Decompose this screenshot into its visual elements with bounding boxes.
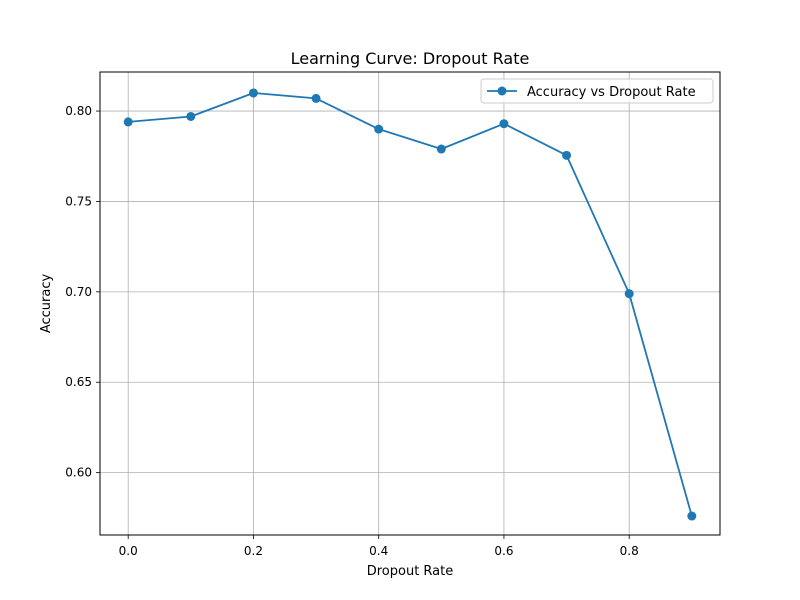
- x-tick-label: 0.8: [620, 544, 639, 558]
- y-tick-label: 0.70: [65, 285, 92, 299]
- legend: Accuracy vs Dropout Rate: [480, 78, 714, 104]
- x-tick-label: 0.0: [119, 544, 138, 558]
- data-point: [374, 124, 384, 134]
- y-tick-label: 0.75: [65, 194, 92, 208]
- chart-title: Learning Curve: Dropout Rate: [291, 49, 530, 68]
- legend-box: [480, 78, 714, 104]
- legend-label: Accuracy vs Dropout Rate: [527, 85, 696, 100]
- x-tick-label: 0.6: [494, 544, 513, 558]
- y-axis-ticks: 0.60 0.65 0.70 0.75 0.80: [65, 104, 100, 480]
- data-point: [687, 511, 697, 521]
- data-point: [311, 93, 321, 103]
- plot-frame: [99, 71, 721, 536]
- y-axis-label: Accuracy: [39, 274, 54, 334]
- x-tick-label: 0.4: [369, 544, 388, 558]
- x-axis-ticks: 0.0 0.2 0.4 0.6 0.8: [119, 535, 639, 558]
- y-tick-label: 0.65: [65, 375, 92, 389]
- data-point: [123, 117, 133, 127]
- y-tick-label: 0.80: [65, 104, 92, 118]
- data-point: [624, 289, 634, 299]
- y-tick-label: 0.60: [65, 466, 92, 480]
- legend-marker: [497, 86, 507, 96]
- grid: [100, 72, 720, 535]
- data-point: [499, 119, 509, 129]
- data-point: [562, 150, 572, 160]
- data-point: [186, 111, 196, 121]
- series-line: [128, 92, 693, 517]
- plot-area: [100, 72, 720, 535]
- x-tick-label: 0.2: [244, 544, 263, 558]
- data-point: [436, 144, 446, 154]
- data-point: [248, 88, 258, 98]
- x-axis-label: Dropout Rate: [367, 564, 454, 579]
- series-layer: [123, 88, 697, 521]
